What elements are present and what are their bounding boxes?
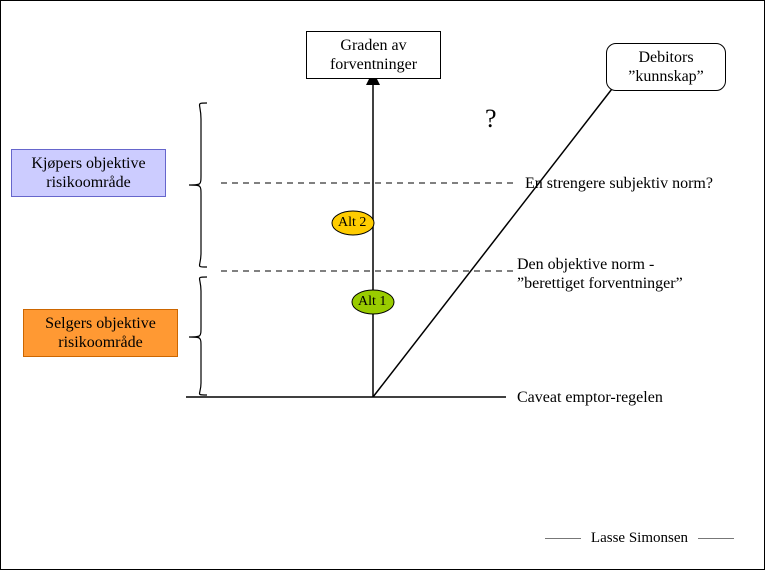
debitor-line2: ”kunnskap” [628, 68, 704, 85]
question-text: ? [485, 104, 497, 133]
buyer-risk-box: Kjøpers objektive risikoområde [11, 149, 166, 197]
author-bar-right [698, 538, 734, 539]
objective-norm-line1: Den objektive norm - [517, 256, 654, 273]
alt2-text: Alt 2 [338, 215, 366, 230]
alt2-label: Alt 2 [338, 215, 366, 232]
axis-title-box: Graden av forventninger [306, 31, 441, 79]
stricter-norm-label: En strengere subjektiv norm? [525, 174, 713, 193]
brace-buyer [189, 103, 207, 267]
author-bar-left [545, 538, 581, 539]
caveat-label: Caveat emptor-regelen [517, 388, 663, 407]
brace-seller [189, 277, 207, 395]
author-name: Lasse Simonsen [591, 530, 688, 547]
stricter-norm-text: En strengere subjektiv norm? [525, 175, 713, 192]
seller-risk-line1: Selgers objektive [45, 315, 156, 332]
debitor-line1: Debitors [638, 49, 693, 66]
alt1-label: Alt 1 [358, 294, 386, 311]
axis-title-line2: forventninger [330, 56, 417, 73]
diagram-page: Graden av forventninger Debitors ”kunnsk… [0, 0, 765, 570]
buyer-risk-line2: risikoområde [46, 174, 130, 191]
caveat-text: Caveat emptor-regelen [517, 389, 663, 406]
buyer-risk-line1: Kjøpers objektive [31, 155, 145, 172]
question-mark: ? [485, 103, 497, 134]
alt1-text: Alt 1 [358, 294, 386, 309]
axis-title-line1: Graden av [340, 37, 406, 54]
author-line: Lasse Simonsen [545, 530, 734, 547]
debitor-box: Debitors ”kunnskap” [606, 43, 726, 91]
seller-risk-line2: risikoområde [58, 334, 142, 351]
objective-norm-line2: ”berettiget forventninger” [517, 275, 683, 292]
seller-risk-box: Selgers objektive risikoområde [23, 309, 178, 357]
objective-norm-label: Den objektive norm - ”berettiget forvent… [517, 255, 683, 293]
